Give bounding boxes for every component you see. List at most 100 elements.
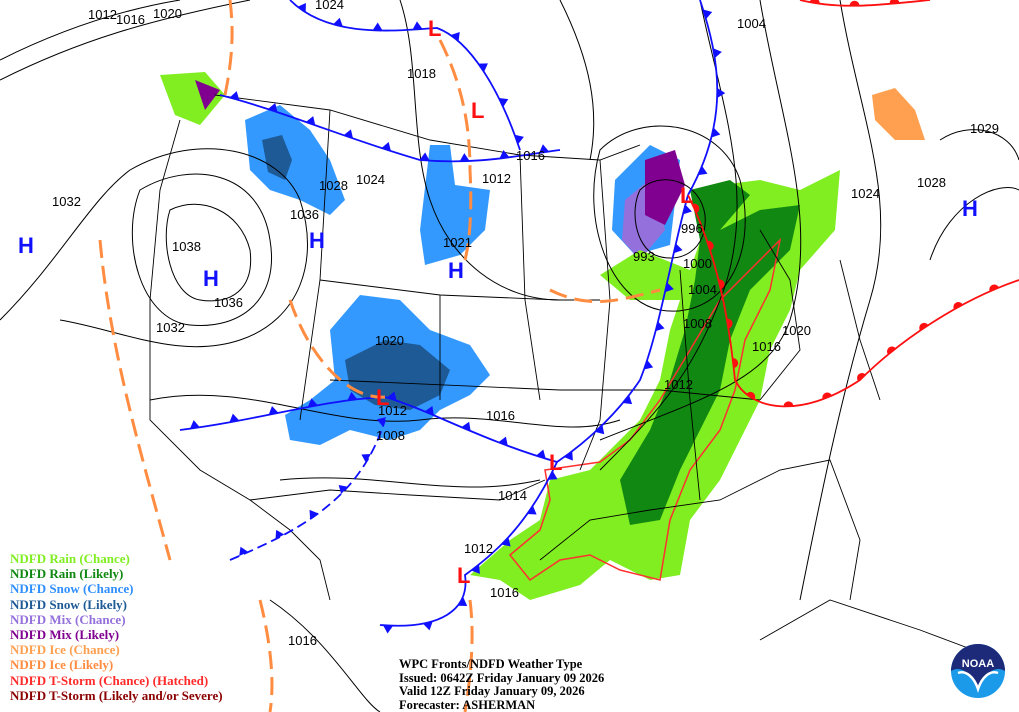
cold-front-triangle (698, 165, 708, 176)
cold-front-triangle (682, 204, 692, 215)
legend-item: NDFD T-Storm (Likely and/or Severe) (10, 687, 223, 703)
cold-front (379, 461, 558, 627)
snow-likely-area (345, 340, 450, 410)
valid-time: Valid 12Z Friday January 09, 2026 (399, 684, 585, 698)
legend-item: NDFD Rain (Chance) (10, 551, 130, 566)
trough (258, 599, 274, 712)
rain-chance-area (160, 72, 225, 125)
cold-front-triangle (422, 621, 433, 631)
cold-front-triangle (383, 625, 394, 634)
low-pressure-center: L (457, 563, 470, 588)
map-title: WPC Fronts/NDFD Weather Type (399, 657, 583, 671)
cold-front-triangle (457, 597, 468, 606)
cold-front-triangle (338, 484, 348, 495)
snow-chance-area (245, 105, 345, 215)
warm-front-semicircle (726, 318, 733, 329)
cold-front-triangle (498, 98, 509, 108)
warm-front-semicircle (707, 240, 714, 251)
cold-front-triangle (527, 505, 537, 515)
svg-text:NOAA: NOAA (962, 658, 994, 670)
cold-front-triangle (307, 398, 318, 407)
low-pressure-center: L (428, 16, 441, 41)
isobar-label: 1008 (683, 316, 712, 331)
isobar-label: 1012 (664, 377, 693, 392)
isobar-label: 1012 (378, 403, 407, 418)
cold-front-triangle (471, 564, 480, 574)
warm-front-semicircle (953, 302, 963, 310)
warm-front-semicircle (989, 284, 999, 292)
isobar-label: 1020 (782, 323, 811, 338)
cold-front-triangle (643, 360, 654, 370)
cold-front-triangle (372, 22, 383, 31)
isobar-label: 1008 (376, 428, 405, 443)
trough (288, 299, 386, 399)
isobar-label: 1016 (490, 585, 519, 600)
isobar-label: 1032 (52, 194, 81, 209)
low-pressure-center: L (680, 183, 693, 208)
cold-front-triangle (267, 103, 278, 113)
isobar-label: 1016 (486, 408, 515, 423)
fronts (98, 0, 1019, 712)
warm-front-semicircle (886, 346, 896, 355)
legend-item: NDFD Mix (Likely) (10, 627, 120, 643)
warm-front (687, 194, 1019, 408)
cold-front-triangle (387, 391, 397, 401)
rain-likely-area (620, 180, 800, 525)
cold-front-triangle (275, 529, 285, 540)
low-pressure-center: L (471, 98, 484, 123)
warm-front-semicircle (718, 279, 725, 290)
legend-item: NDFD Rain (Likely) (10, 566, 124, 582)
state-borders (149, 94, 1001, 661)
legend-item: NDFD T-Storm (Chance) (Hatched) (10, 672, 209, 688)
isobar-label: 1012 (464, 541, 493, 556)
cold-front-triangle (622, 395, 633, 405)
isobar-label: 1016 (516, 148, 545, 163)
isobar-label: 1032 (156, 320, 185, 335)
cold-front-triangle (498, 436, 508, 446)
isobar-label: 1016 (116, 12, 145, 27)
snow-chance-area (420, 145, 490, 265)
mix-likely-area (645, 150, 685, 225)
isobar-label: 1038 (172, 239, 201, 254)
cold-front-triangle (297, 2, 306, 13)
ice-chance-area (872, 88, 925, 140)
warm-front-semicircle (692, 203, 700, 214)
cold-front (289, 0, 521, 151)
cold-front (687, 0, 719, 196)
cold-front-triangle (461, 421, 471, 432)
low-pressure-center: L (549, 450, 562, 475)
cold-front-triangle (229, 413, 240, 423)
noaa-logo: NOAA (951, 644, 1005, 698)
trough (463, 599, 474, 712)
isobar-label: 1000 (683, 256, 712, 271)
cold-front-triangle (536, 449, 546, 459)
isobar-label: 1018 (407, 66, 436, 81)
isobar-label: 1029 (970, 121, 999, 136)
warm-front-semicircle (919, 322, 929, 331)
isobar-label: 1016 (752, 339, 781, 354)
warm-front-semicircle (732, 358, 739, 369)
cold-front-triangle (412, 21, 423, 30)
low-pressure-center: L (376, 385, 389, 410)
precipitation-areas (160, 72, 925, 600)
isobar-label: 1024 (356, 172, 385, 187)
isobar-label: 1016 (288, 633, 317, 648)
warm-front-semicircle (745, 391, 756, 400)
cold-front-triangle (539, 144, 549, 153)
cold-front-triangle (713, 48, 722, 59)
cold-front-triangle (703, 9, 713, 20)
isobar-label: 1012 (482, 171, 511, 186)
isobar-label: 993 (633, 249, 655, 264)
warm-front-semicircle (889, 0, 900, 4)
warm-front-semicircle (809, 0, 820, 4)
mix-likely-area (195, 80, 220, 110)
cold-front-triangle (450, 31, 460, 42)
cold-front-triangle (711, 127, 721, 138)
isobar-label: 1020 (375, 333, 404, 348)
warm-front-semicircle (857, 372, 866, 382)
isobar-label: 1004 (688, 282, 717, 297)
cold-front (219, 94, 561, 163)
cold-front-triangle (305, 116, 316, 126)
